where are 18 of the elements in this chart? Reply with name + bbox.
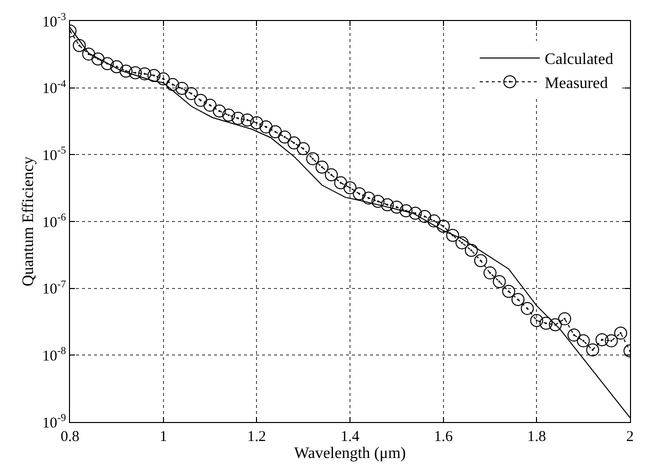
legend-label: Calculated [544,51,614,68]
legend-label: Measured [544,74,608,92]
y-axis-title: Quantum Efficiency [20,156,38,286]
x-axis-title: Wavelength (μm) [294,445,406,462]
y-tick-label: 10$^{-5}$ [42,146,66,164]
y-tick-label: 10$^{-9}$ [42,412,66,432]
y-tick-label: 10$^{-7}$ [42,279,66,298]
x-tick-label: 1.4 [340,429,360,445]
x-tick-label: 1 [160,429,168,445]
x-tick-label: 0.8 [60,429,80,445]
y-tick-label: 10$^{-3}$ [42,12,66,30]
x-tick-label: 1.2 [247,429,266,445]
x-tick-label: 1.6 [434,429,454,445]
x-tick-label: 2 [626,429,634,445]
x-tick-label: 1.8 [527,429,546,445]
y-tick-label: 10$^{-4}$ [42,78,67,98]
y-tick-label: 10$^{-6}$ [42,212,66,231]
y-tick-label: 10$^{-8}$ [42,346,66,364]
